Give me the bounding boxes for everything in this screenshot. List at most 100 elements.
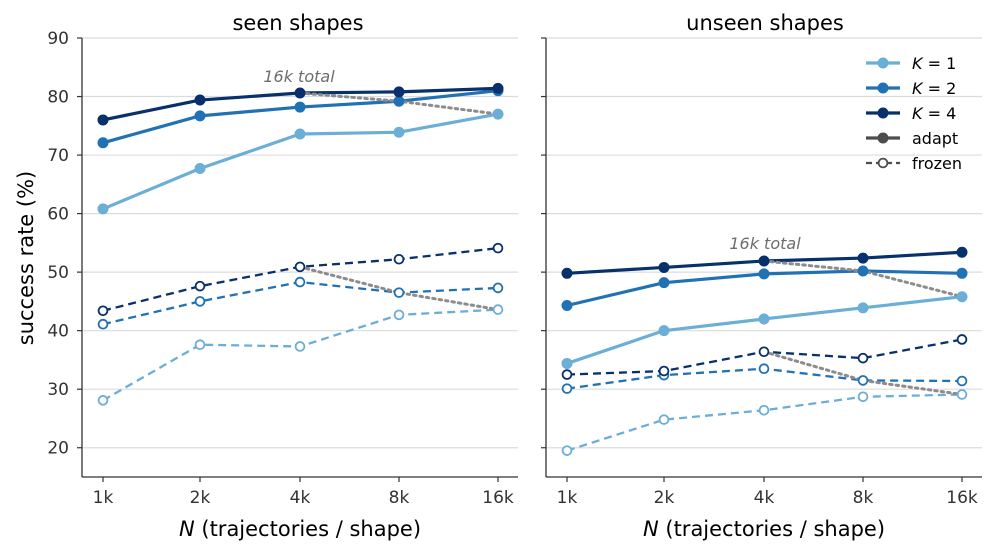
legend-label-rest: = 2 <box>923 79 957 98</box>
data-point-adapt <box>658 325 670 337</box>
data-point-adapt <box>294 87 306 99</box>
data-point-adapt <box>294 128 306 140</box>
data-point-frozen <box>857 352 869 364</box>
data-point-frozen <box>758 404 770 416</box>
x-tick-label: 4k <box>754 488 775 508</box>
legend-label-var: K <box>912 79 924 98</box>
legend-label: K = 2 <box>912 79 956 98</box>
legend-label: frozen <box>912 154 962 173</box>
data-point-frozen <box>658 365 670 377</box>
data-point-adapt <box>857 265 869 277</box>
data-point-adapt <box>393 95 405 107</box>
legend-label-var: K <box>912 54 924 73</box>
data-point-adapt <box>194 110 206 122</box>
data-point-adapt <box>393 86 405 98</box>
x-tick-label: 8k <box>389 488 410 508</box>
data-point-adapt <box>97 137 109 149</box>
legend-item: K = 2 <box>866 79 956 98</box>
data-point-adapt <box>658 261 670 273</box>
legend-marker <box>877 132 889 144</box>
y-tick-label: 60 <box>47 205 69 225</box>
data-point-frozen <box>194 280 206 292</box>
x-tick-label: 16k <box>482 488 514 508</box>
legend-item: K = 1 <box>866 54 956 73</box>
legend-item: K = 4 <box>866 104 956 123</box>
legend-item: adapt <box>866 129 958 148</box>
data-point-frozen <box>561 445 573 456</box>
data-point-frozen <box>393 287 405 298</box>
data-point-frozen <box>294 341 306 352</box>
data-point-adapt <box>956 246 968 258</box>
x-tick-label: 1k <box>93 488 114 508</box>
data-point-adapt <box>492 82 504 94</box>
data-point-adapt <box>194 94 206 106</box>
x-axis-label-rest: (trajectories / shape) <box>195 517 421 541</box>
x-tick-label: 2k <box>654 488 675 508</box>
legend-label: K = 4 <box>912 104 956 123</box>
panel-unseen: 1k 2k 4k 8k 16k unseen shapes N (trajectories … <box>541 11 982 541</box>
legend-label: adapt <box>912 129 958 148</box>
data-point-frozen <box>956 375 968 387</box>
legend-label-var: K <box>912 104 924 123</box>
legend-label: K = 1 <box>912 54 956 73</box>
legend-marker <box>877 107 889 119</box>
data-point-adapt <box>561 357 573 369</box>
data-point-frozen <box>393 253 405 265</box>
data-point-frozen <box>492 304 504 315</box>
y-tick-label: 80 <box>47 88 69 108</box>
data-point-frozen <box>194 339 206 351</box>
data-point-frozen <box>194 296 206 307</box>
data-point-adapt <box>194 163 206 175</box>
data-point-frozen <box>492 282 504 294</box>
x-axis-label-var: N <box>179 517 195 541</box>
x-axis-label: N (trajectories / shape) <box>643 517 885 541</box>
data-point-frozen <box>393 309 405 321</box>
x-tick-label: 2k <box>190 488 211 508</box>
budget-line <box>298 265 500 312</box>
data-point-frozen <box>97 318 109 330</box>
data-point-frozen <box>956 389 968 400</box>
x-axis-label-var: N <box>643 517 659 541</box>
x-axis-label: N (trajectories / shape) <box>179 517 421 541</box>
data-point-frozen <box>758 363 770 375</box>
data-point-frozen <box>97 305 109 317</box>
data-point-adapt <box>956 291 968 303</box>
data-point-adapt <box>956 267 968 279</box>
x-tick-label: 4k <box>290 488 311 508</box>
legend-marker <box>877 157 889 169</box>
annotation-16k-total: 16k total <box>263 67 335 86</box>
legend-item: frozen <box>866 154 962 173</box>
data-point-adapt <box>492 108 504 120</box>
data-point-adapt <box>758 268 770 280</box>
legend-label-rest: = 1 <box>923 54 957 73</box>
data-point-frozen <box>857 391 869 403</box>
x-tick-label: 1k <box>557 488 578 508</box>
y-tick-label: 40 <box>47 322 69 342</box>
data-point-frozen <box>97 395 109 406</box>
data-point-adapt <box>857 252 869 264</box>
data-point-frozen <box>857 375 869 386</box>
x-axis-label-rest: (trajectories / shape) <box>659 517 885 541</box>
y-tick-label: 20 <box>47 439 69 459</box>
data-point-adapt <box>294 101 306 113</box>
legend-label-rest: = 4 <box>923 104 957 123</box>
y-tick-label: 70 <box>47 146 69 166</box>
data-point-frozen <box>561 383 573 394</box>
data-point-frozen <box>294 276 306 288</box>
data-point-frozen <box>294 261 306 273</box>
annotation-16k-total: 16k total <box>729 234 801 253</box>
data-point-adapt <box>758 313 770 325</box>
data-point-frozen <box>758 346 770 358</box>
data-point-adapt <box>758 255 770 267</box>
y-tick-label: 50 <box>47 263 69 283</box>
data-point-adapt <box>97 114 109 126</box>
y-tick-label: 30 <box>47 380 69 400</box>
panel-title: unseen shapes <box>686 11 844 35</box>
x-tick-label: 8k <box>853 488 874 508</box>
panel-title: seen shapes <box>232 11 363 35</box>
y-axis-label: success rate (%) <box>14 171 38 346</box>
data-point-adapt <box>393 126 405 138</box>
